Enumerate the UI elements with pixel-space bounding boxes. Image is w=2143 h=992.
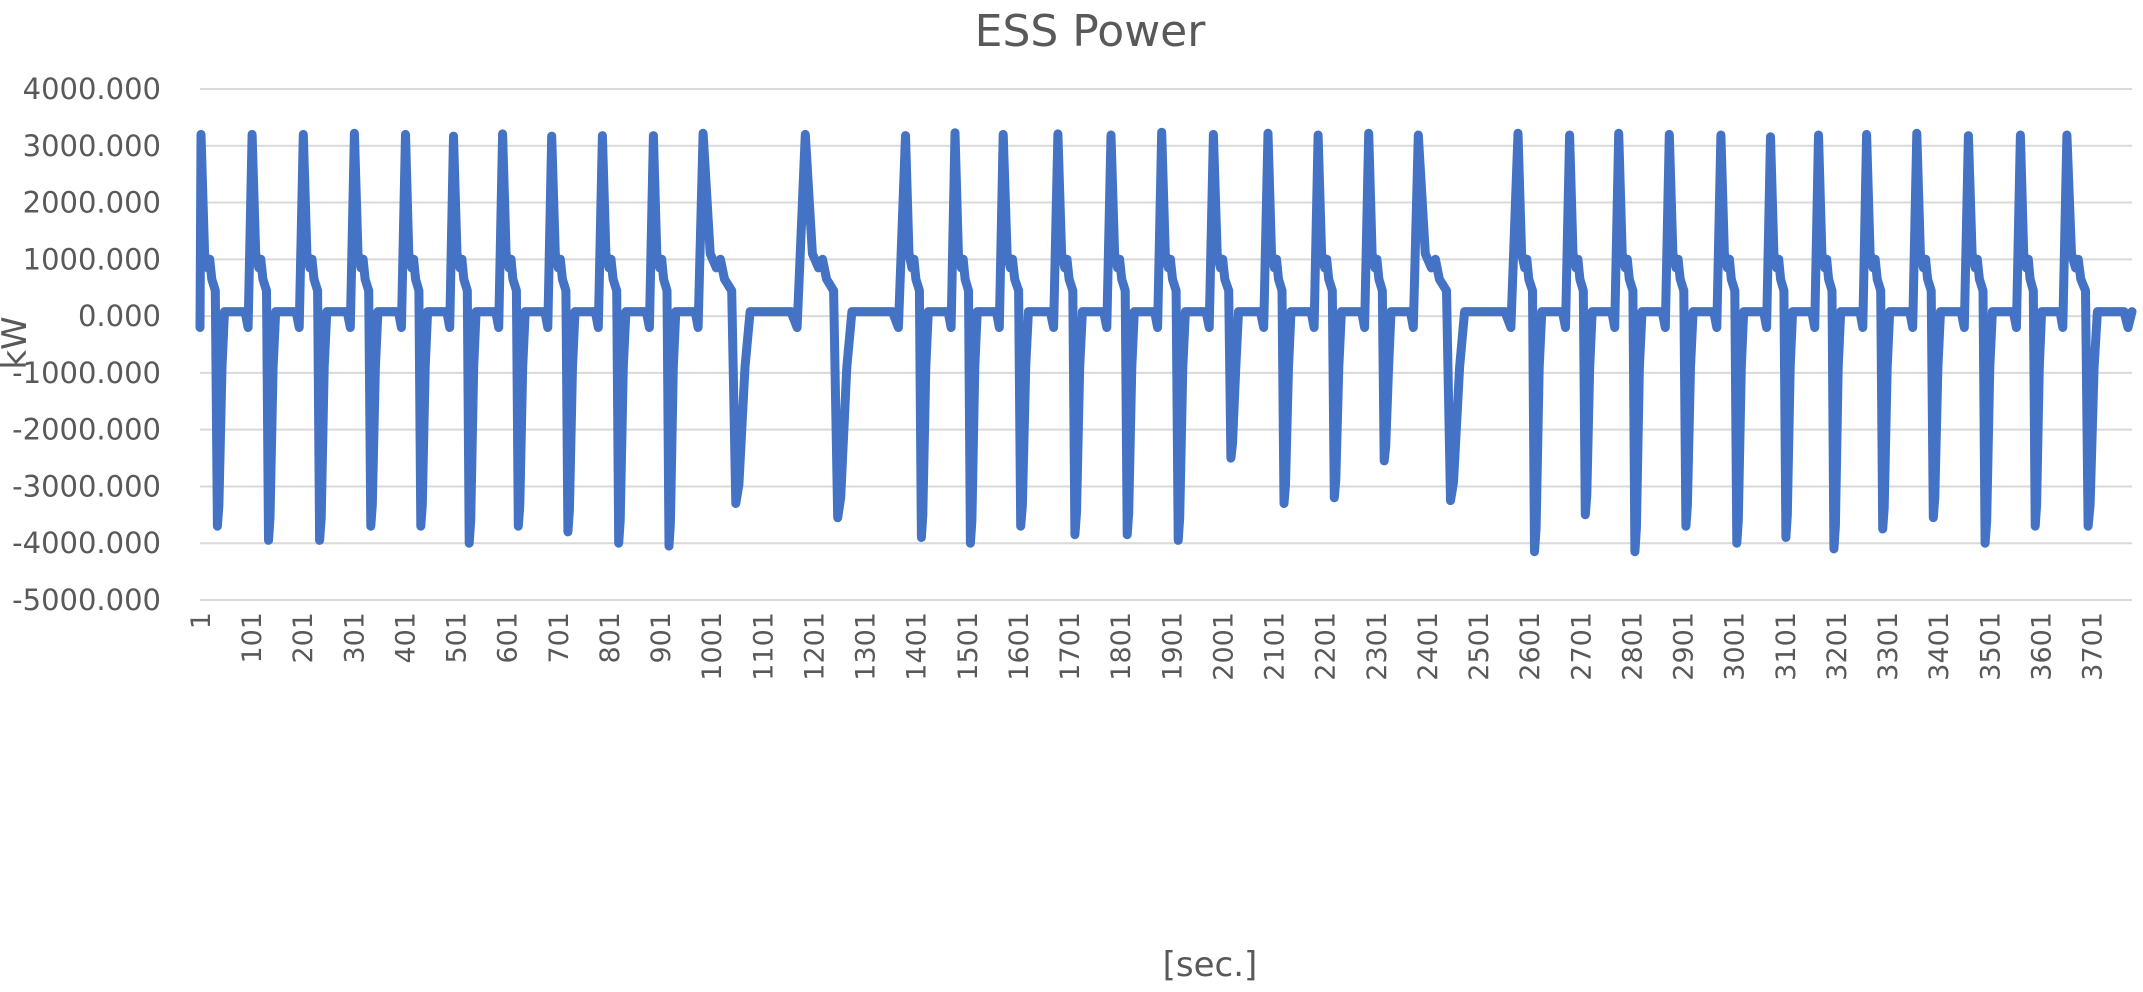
x-tick-label: 2101 <box>1260 612 1291 681</box>
x-tick-label: 2601 <box>1515 612 1546 681</box>
x-tick-label: 1501 <box>953 612 984 681</box>
x-tick-label: 3501 <box>1975 612 2006 681</box>
chart-title: ESS Power <box>975 6 1207 57</box>
x-tick-label: 1801 <box>1106 612 1137 681</box>
x-tick-label: 201 <box>288 612 319 664</box>
x-tick-label: 3201 <box>1822 612 1853 681</box>
y-tick-label: 4000.000 <box>23 72 161 106</box>
x-tick-label: 1701 <box>1055 612 1086 681</box>
x-tick-label: 1101 <box>748 612 779 681</box>
y-tick-label: 1000.000 <box>23 242 161 276</box>
x-tick-label: 2401 <box>1413 612 1444 681</box>
x-tick-label: 1401 <box>902 612 933 681</box>
x-tick-label: 2801 <box>1617 612 1648 681</box>
y-tick-label: 0.000 <box>78 299 161 333</box>
y-tick-label: 3000.000 <box>23 129 161 163</box>
x-tick-label: 1901 <box>1157 612 1188 681</box>
x-tick-label: 2501 <box>1464 612 1495 681</box>
x-tick-label: 3101 <box>1771 612 1802 681</box>
x-tick-label: 401 <box>390 612 421 664</box>
x-tick-label: 1301 <box>851 612 882 681</box>
y-tick-label: 2000.000 <box>23 186 161 220</box>
x-tick-label: 801 <box>595 612 626 664</box>
x-tick-label: 1001 <box>697 612 728 681</box>
x-axis-ticks: 1 101 201 301 401 501 601 701 801 901 1001 1101 1201… <box>186 612 2109 681</box>
x-tick-label: 101 <box>237 612 268 664</box>
y-tick-label: -4000.000 <box>12 526 161 560</box>
ess-power-line <box>195 127 2137 557</box>
y-tick-label: -1000.000 <box>12 356 161 390</box>
y-axis-label: kW <box>0 316 35 369</box>
x-tick-label: 1601 <box>1004 612 1035 681</box>
y-tick-label: -2000.000 <box>12 413 161 447</box>
x-tick-label: 3601 <box>2026 612 2057 681</box>
x-tick-label: 2001 <box>1208 612 1239 681</box>
x-tick-label: 2201 <box>1311 612 1342 681</box>
x-tick-label: 2701 <box>1566 612 1597 681</box>
x-tick-label: 301 <box>339 612 370 664</box>
x-tick-label: 3301 <box>1873 612 1904 681</box>
x-tick-label: 501 <box>442 612 473 664</box>
x-tick-label: 3401 <box>1924 612 1955 681</box>
x-tick-label: 1201 <box>799 612 830 681</box>
y-axis-ticks: 4000.000 3000.000 2000.000 1000.000 0.000 -10… <box>12 72 161 617</box>
y-tick-label: -5000.000 <box>12 583 161 617</box>
series-group <box>195 127 2137 557</box>
x-tick-label: 1 <box>186 612 217 629</box>
x-tick-label: 3701 <box>2078 612 2109 681</box>
x-tick-label: 2901 <box>1669 612 1700 681</box>
x-tick-label: 2301 <box>1362 612 1393 681</box>
y-tick-label: -3000.000 <box>12 469 161 503</box>
x-tick-label: 3001 <box>1720 612 1751 681</box>
x-tick-label: 601 <box>493 612 524 664</box>
x-axis-label: [sec.] <box>1163 945 1258 985</box>
x-tick-label: 701 <box>544 612 575 664</box>
x-tick-label: 901 <box>646 612 677 664</box>
